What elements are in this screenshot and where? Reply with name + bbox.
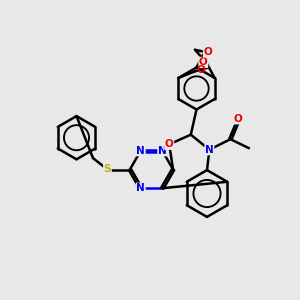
Text: N: N	[136, 146, 145, 156]
Text: O: O	[199, 57, 208, 68]
Text: N: N	[136, 183, 145, 193]
Text: S: S	[104, 164, 111, 175]
Text: N: N	[158, 146, 167, 156]
Text: O: O	[233, 114, 242, 124]
Text: N: N	[205, 145, 214, 155]
Text: O: O	[165, 139, 174, 149]
Text: O: O	[203, 47, 212, 57]
Text: O: O	[196, 65, 205, 75]
